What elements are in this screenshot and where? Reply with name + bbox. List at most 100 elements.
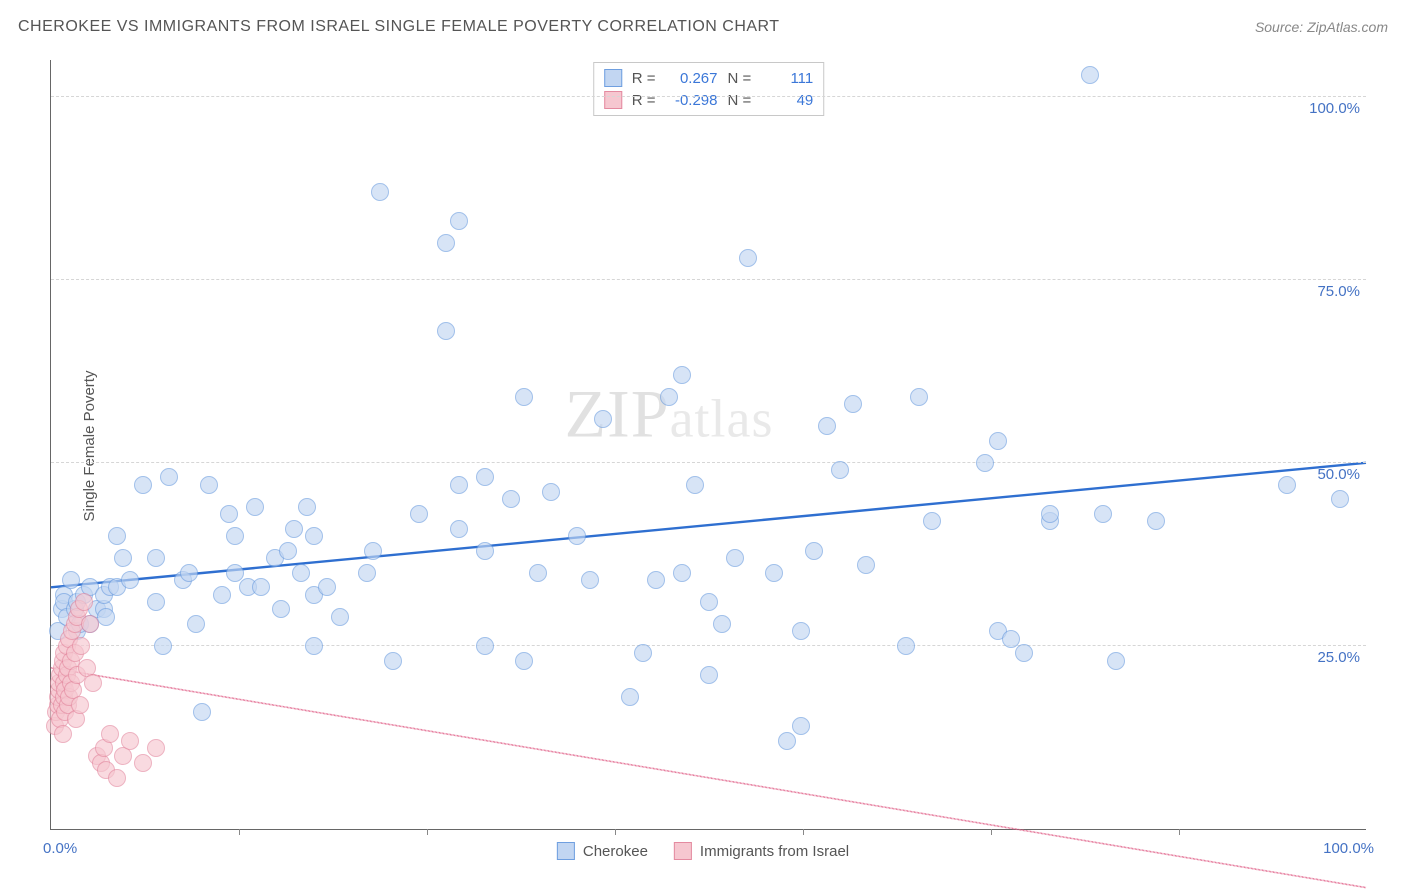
data-point-series-0 [476, 542, 494, 560]
n-value-1: 49 [761, 92, 813, 109]
trend-line-series-0 [51, 463, 1366, 588]
x-label-min: 0.0% [43, 840, 77, 857]
swatch-series-0 [604, 69, 622, 87]
swatch-series-1 [604, 91, 622, 109]
plot-area: ZIPatlas R = 0.267 N = 111 R = -0.298 N … [50, 60, 1366, 830]
legend-item-1: Immigrants from Israel [674, 842, 849, 860]
title-row: CHEROKEE VS IMMIGRANTS FROM ISRAEL SINGL… [18, 18, 1388, 36]
data-point-series-0 [292, 564, 310, 582]
data-point-series-0 [502, 490, 520, 508]
data-point-series-0 [331, 608, 349, 626]
data-point-series-0 [792, 717, 810, 735]
data-point-series-0 [581, 571, 599, 589]
data-point-series-0 [844, 395, 862, 413]
chart-title: CHEROKEE VS IMMIGRANTS FROM ISRAEL SINGL… [18, 18, 780, 36]
data-point-series-0 [200, 476, 218, 494]
data-point-series-1 [54, 725, 72, 743]
stats-row-0: R = 0.267 N = 111 [604, 67, 814, 89]
bottom-legend: Cherokee Immigrants from Israel [557, 842, 849, 860]
legend-label-1: Immigrants from Israel [700, 843, 849, 860]
data-point-series-1 [147, 739, 165, 757]
data-point-series-0 [285, 520, 303, 538]
data-point-series-0 [476, 468, 494, 486]
legend-item-0: Cherokee [557, 842, 648, 860]
y-tick-label: 25.0% [1317, 649, 1360, 666]
r-value-1: -0.298 [666, 92, 718, 109]
x-tick [239, 829, 240, 835]
data-point-series-0 [634, 644, 652, 662]
data-point-series-0 [154, 637, 172, 655]
watermark-atlas: atlas [670, 388, 774, 448]
data-point-series-0 [1094, 505, 1112, 523]
x-tick [427, 829, 428, 835]
data-point-series-0 [410, 505, 428, 523]
source-label: Source: ZipAtlas.com [1255, 19, 1388, 35]
data-point-series-0 [1147, 512, 1165, 530]
data-point-series-1 [84, 674, 102, 692]
data-point-series-0 [818, 417, 836, 435]
data-point-series-0 [700, 666, 718, 684]
data-point-series-0 [897, 637, 915, 655]
r-value-0: 0.267 [666, 70, 718, 87]
r-label-0: R = [632, 70, 656, 87]
y-tick-label: 50.0% [1317, 466, 1360, 483]
data-point-series-0 [976, 454, 994, 472]
stats-row-1: R = -0.298 N = 49 [604, 89, 814, 111]
legend-swatch-1 [674, 842, 692, 860]
gridline-h [51, 279, 1366, 280]
data-point-series-0 [364, 542, 382, 560]
n-label-1: N = [728, 92, 752, 109]
data-point-series-0 [450, 520, 468, 538]
data-point-series-0 [713, 615, 731, 633]
n-label-0: N = [728, 70, 752, 87]
data-point-series-0 [686, 476, 704, 494]
data-point-series-0 [726, 549, 744, 567]
data-point-series-0 [134, 476, 152, 494]
data-point-series-0 [1081, 66, 1099, 84]
x-tick [1179, 829, 1180, 835]
data-point-series-0 [62, 571, 80, 589]
data-point-series-0 [594, 410, 612, 428]
y-tick-label: 75.0% [1317, 283, 1360, 300]
data-point-series-0 [450, 212, 468, 230]
data-point-series-1 [134, 754, 152, 772]
data-point-series-0 [226, 564, 244, 582]
data-point-series-0 [279, 542, 297, 560]
trend-lines [51, 60, 1366, 829]
data-point-series-0 [647, 571, 665, 589]
data-point-series-1 [81, 615, 99, 633]
data-point-series-0 [765, 564, 783, 582]
data-point-series-0 [371, 183, 389, 201]
chart-container: CHEROKEE VS IMMIGRANTS FROM ISRAEL SINGL… [0, 0, 1406, 892]
r-label-1: R = [632, 92, 656, 109]
data-point-series-0 [1041, 505, 1059, 523]
data-point-series-0 [220, 505, 238, 523]
data-point-series-0 [272, 600, 290, 618]
data-point-series-0 [193, 703, 211, 721]
data-point-series-0 [621, 688, 639, 706]
data-point-series-0 [660, 388, 678, 406]
data-point-series-0 [515, 388, 533, 406]
data-point-series-0 [515, 652, 533, 670]
gridline-h [51, 645, 1366, 646]
data-point-series-0 [673, 564, 691, 582]
data-point-series-0 [778, 732, 796, 750]
watermark-zip: ZIP [565, 375, 670, 451]
data-point-series-1 [71, 696, 89, 714]
data-point-series-0 [910, 388, 928, 406]
x-tick [991, 829, 992, 835]
gridline-h [51, 462, 1366, 463]
data-point-series-1 [101, 725, 119, 743]
data-point-series-0 [476, 637, 494, 655]
data-point-series-0 [673, 366, 691, 384]
data-point-series-0 [213, 586, 231, 604]
data-point-series-0 [147, 593, 165, 611]
data-point-series-1 [108, 769, 126, 787]
x-tick [615, 829, 616, 835]
data-point-series-0 [1107, 652, 1125, 670]
data-point-series-0 [1002, 630, 1020, 648]
data-point-series-0 [923, 512, 941, 530]
data-point-series-0 [568, 527, 586, 545]
x-label-max: 100.0% [1323, 840, 1374, 857]
data-point-series-0 [114, 549, 132, 567]
